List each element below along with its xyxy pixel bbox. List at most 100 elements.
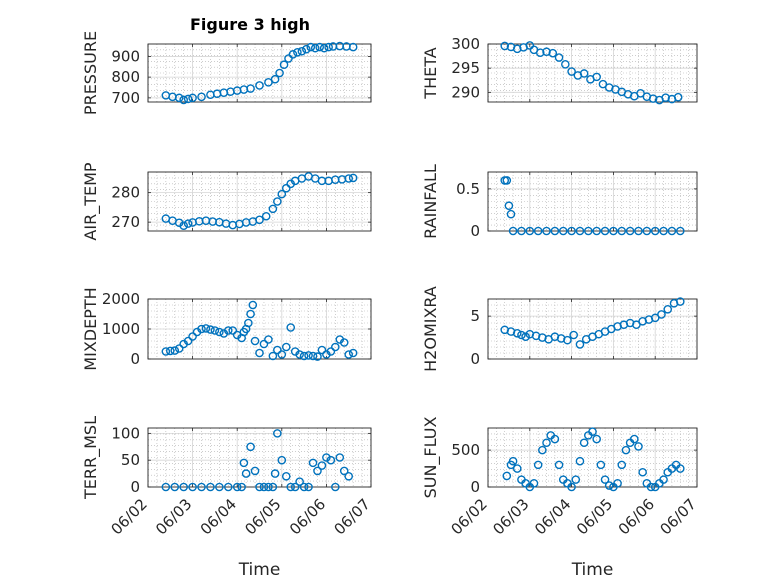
data-point bbox=[579, 438, 589, 448]
data-point bbox=[508, 226, 518, 236]
data-point bbox=[621, 445, 631, 455]
data-point bbox=[277, 455, 287, 465]
data-point bbox=[264, 482, 273, 492]
data-point bbox=[506, 209, 516, 219]
y-tick-label: 50 bbox=[121, 451, 140, 469]
y-tick-label: 0 bbox=[470, 350, 480, 368]
data-point bbox=[281, 471, 291, 481]
data-point bbox=[174, 344, 184, 353]
data-point bbox=[675, 226, 685, 236]
data-point bbox=[313, 466, 322, 476]
y-axis-label: H2OMIXRA bbox=[421, 286, 440, 372]
data-point bbox=[281, 342, 291, 352]
data-point bbox=[281, 183, 291, 193]
data-point bbox=[188, 482, 197, 492]
data-point bbox=[512, 328, 522, 338]
data-point bbox=[634, 442, 643, 451]
x-tick-label: 06/03 bbox=[152, 495, 195, 538]
data-point bbox=[308, 351, 318, 361]
data-point bbox=[183, 336, 193, 346]
axes-frame bbox=[147, 43, 372, 103]
data-point bbox=[268, 482, 278, 492]
data-point bbox=[600, 475, 610, 484]
data-point bbox=[348, 348, 358, 358]
data-point bbox=[161, 347, 171, 356]
data-point bbox=[630, 434, 639, 444]
y-tick-label: 1000 bbox=[102, 320, 140, 338]
data-point bbox=[286, 482, 296, 492]
axes-frame bbox=[487, 43, 698, 103]
x-tick-label: 06/06 bbox=[286, 495, 329, 538]
data-point bbox=[237, 482, 246, 492]
data-point bbox=[592, 72, 601, 82]
axes-frame bbox=[487, 298, 698, 360]
x-tick-label: 06/07 bbox=[331, 495, 374, 538]
data-point bbox=[659, 475, 668, 484]
panel-theta: 290 295 300 THETA bbox=[421, 35, 698, 105]
data-point bbox=[264, 335, 273, 344]
data-point bbox=[310, 43, 320, 53]
data-point bbox=[259, 339, 269, 349]
data-point bbox=[504, 201, 514, 211]
data-point bbox=[244, 318, 253, 328]
data-point bbox=[288, 50, 298, 59]
data-point bbox=[517, 226, 526, 236]
data-point bbox=[636, 89, 645, 98]
data-point bbox=[232, 482, 242, 492]
x-tick-label: 06/05 bbox=[573, 495, 616, 538]
y-tick-label: 300 bbox=[451, 35, 480, 53]
data-point bbox=[188, 93, 197, 103]
data-point bbox=[319, 43, 329, 53]
data-point bbox=[273, 197, 282, 206]
data-point bbox=[297, 46, 307, 56]
data-point bbox=[502, 471, 512, 481]
data-point bbox=[625, 226, 635, 236]
data-point bbox=[567, 67, 576, 76]
y-tick-label: 290 bbox=[451, 83, 480, 101]
data-point bbox=[575, 340, 585, 349]
figure-title: Figure 3 high bbox=[190, 15, 310, 34]
data-point bbox=[197, 92, 206, 102]
data-point bbox=[609, 226, 618, 236]
data-point bbox=[241, 469, 251, 478]
y-axis-label: RAINFALL bbox=[421, 164, 440, 239]
y-axis-label: THETA bbox=[421, 47, 440, 99]
data-point bbox=[675, 297, 685, 306]
data-point bbox=[650, 226, 660, 236]
y-axis-label: TERR_MSL bbox=[81, 416, 101, 500]
data-point bbox=[561, 60, 570, 69]
data-point bbox=[322, 453, 331, 462]
data-point bbox=[165, 346, 175, 356]
data-point bbox=[299, 482, 309, 492]
y-tick-label: 280 bbox=[111, 184, 140, 202]
data-point bbox=[306, 42, 316, 52]
y-axis-label: PRESSURE bbox=[81, 31, 100, 115]
data-point bbox=[592, 226, 601, 236]
data-point bbox=[315, 42, 325, 52]
data-point bbox=[569, 330, 578, 340]
data-point bbox=[170, 482, 180, 492]
x-axis-label: Time bbox=[571, 560, 614, 580]
data-point bbox=[567, 482, 576, 492]
data-point bbox=[517, 330, 526, 340]
data-point bbox=[663, 304, 673, 314]
data-point bbox=[579, 69, 589, 78]
data-point bbox=[324, 42, 333, 52]
data-point bbox=[270, 74, 280, 84]
data-point bbox=[675, 464, 685, 473]
data-point bbox=[304, 482, 313, 492]
data-point bbox=[179, 482, 188, 492]
data-point bbox=[290, 482, 300, 492]
data-point bbox=[246, 309, 255, 319]
data-point bbox=[673, 92, 683, 102]
data-point bbox=[558, 226, 568, 236]
data-point bbox=[521, 332, 530, 342]
data-point bbox=[161, 482, 171, 492]
data-point bbox=[584, 226, 593, 236]
y-tick-label: 800 bbox=[111, 68, 140, 86]
data-point bbox=[525, 226, 535, 236]
data-point bbox=[588, 427, 597, 436]
data-point bbox=[210, 326, 220, 335]
data-point bbox=[286, 323, 296, 332]
data-point bbox=[201, 324, 211, 333]
